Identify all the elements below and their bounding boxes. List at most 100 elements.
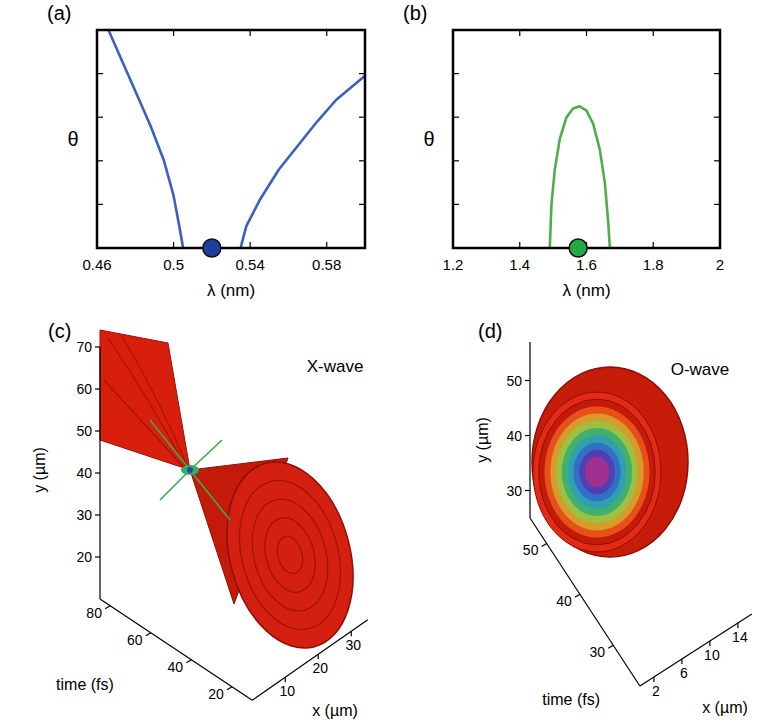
panel-3: 304050304050261014y (µm)time (fs)x (µm)O… xyxy=(474,320,752,716)
z-tick-label: 80 xyxy=(86,605,102,621)
x-tick xyxy=(653,242,654,248)
z-axis-title: time (fs) xyxy=(56,676,114,693)
x-axis-title: x (µm) xyxy=(312,702,358,719)
x-tick-label: 0.54 xyxy=(236,256,265,273)
y-tick-label: 30 xyxy=(76,507,92,523)
frame xyxy=(453,30,720,248)
x-tick-label: 1.2 xyxy=(443,256,464,273)
x-tick xyxy=(681,659,682,664)
y-tick xyxy=(359,204,365,205)
curve xyxy=(108,30,183,248)
y-tick xyxy=(714,204,720,205)
y-tick xyxy=(95,556,100,557)
y-axis xyxy=(529,342,530,518)
y-tick xyxy=(97,204,103,205)
y-tick xyxy=(359,117,365,118)
z-tick xyxy=(105,606,110,609)
core xyxy=(187,467,193,473)
surface-ring xyxy=(556,421,638,523)
x-axis xyxy=(252,620,368,701)
y-tick xyxy=(525,380,530,381)
y-tick xyxy=(525,435,530,436)
y-tick-label: 30 xyxy=(506,483,522,499)
surface-ring xyxy=(573,442,620,501)
y-tick xyxy=(714,117,720,118)
y-tick xyxy=(359,73,365,74)
y-tick xyxy=(95,388,100,389)
x-tick-label: 1.6 xyxy=(576,256,597,273)
y-tick xyxy=(525,490,530,491)
z-tick xyxy=(608,645,613,648)
surface xyxy=(100,330,190,470)
surface xyxy=(532,367,688,557)
x-tick-label: 14 xyxy=(732,629,748,645)
panel-2: 20304050607020406080102030y (µm)time (fs… xyxy=(31,320,373,719)
x-tick-label: 10 xyxy=(704,647,720,663)
x-axis-title: x (µm) xyxy=(702,699,748,716)
x-tick xyxy=(719,30,720,36)
y-tick xyxy=(453,204,459,205)
y-tick xyxy=(714,73,720,74)
x-tick xyxy=(285,677,286,682)
panel-title: X-wave xyxy=(307,357,364,376)
z-axis-title: time (fs) xyxy=(542,691,600,708)
curve xyxy=(241,76,365,248)
x-tick xyxy=(653,677,654,682)
y-tick xyxy=(453,160,459,161)
x-tick-label: 0.5 xyxy=(163,256,184,273)
surface-ring xyxy=(533,392,661,552)
x-tick xyxy=(96,242,97,248)
z-tick xyxy=(146,633,151,636)
y-tick xyxy=(95,346,100,347)
z-tick-label: 40 xyxy=(556,593,572,609)
plot-area xyxy=(550,106,610,248)
x-tick xyxy=(351,631,352,636)
surface-ring xyxy=(240,491,339,620)
x-tick xyxy=(737,623,738,628)
y-axis-title: θ xyxy=(67,128,78,150)
x-tick-label: 2 xyxy=(716,256,724,273)
y-tick-label: 50 xyxy=(506,373,522,389)
x-tick xyxy=(519,30,520,36)
z-tick xyxy=(227,687,232,690)
x-tick xyxy=(586,30,587,36)
surface-ring xyxy=(545,406,650,537)
surface-ring xyxy=(562,428,632,516)
panel-1: 1.21.41.61.82λ (nm)θ(b) xyxy=(403,2,724,300)
x-tick xyxy=(326,30,327,36)
x-tick xyxy=(519,242,520,248)
x-axis xyxy=(640,614,752,686)
x-tick-label: 30 xyxy=(345,637,361,653)
plot-area xyxy=(108,30,365,248)
z-tick xyxy=(186,660,191,663)
x-tick xyxy=(719,242,720,248)
marker xyxy=(569,239,587,257)
x-tick xyxy=(250,30,251,36)
z-axis xyxy=(530,518,640,686)
curve xyxy=(550,106,610,248)
z-tick-label: 40 xyxy=(168,659,184,675)
surface-ring xyxy=(224,469,356,641)
x-tick xyxy=(250,242,251,248)
x-tick xyxy=(173,30,174,36)
y-tick xyxy=(97,73,103,74)
y-tick xyxy=(95,472,100,473)
panel-label: (d) xyxy=(478,320,502,342)
z-tick-label: 60 xyxy=(127,632,143,648)
z-tick-label: 20 xyxy=(208,686,224,702)
x-axis-title: λ (nm) xyxy=(207,281,255,300)
y-tick-label: 50 xyxy=(76,423,92,439)
x-tick-label: 0.46 xyxy=(82,256,111,273)
y-tick xyxy=(97,160,103,161)
y-tick xyxy=(453,117,459,118)
surface xyxy=(207,448,372,663)
core-streak xyxy=(150,420,230,520)
marker xyxy=(203,239,221,257)
x-tick xyxy=(709,641,710,646)
y-tick xyxy=(95,514,100,515)
y-tick-label: 40 xyxy=(76,465,92,481)
y-tick xyxy=(453,73,459,74)
y-tick-label: 60 xyxy=(76,381,92,397)
x-tick-label: 6 xyxy=(680,665,688,681)
z-tick-label: 30 xyxy=(589,644,605,660)
